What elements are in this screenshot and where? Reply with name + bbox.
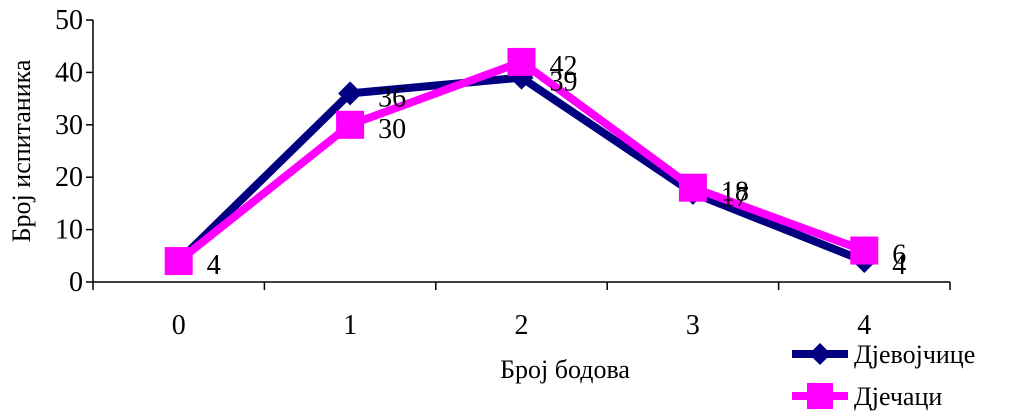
y-tick-label: 0	[69, 267, 83, 298]
y-tick-label: 50	[55, 5, 83, 36]
legend: Дјевојчице Дјечаци	[792, 340, 975, 411]
data-label: 42	[550, 51, 578, 82]
x-axis: 0 1 2 3 4	[92, 281, 951, 341]
data-point	[338, 81, 363, 106]
y-tick-label: 10	[55, 215, 83, 246]
y-axis-title: Број испитаника	[7, 59, 36, 242]
legend-label: Дјевојчице	[854, 340, 975, 369]
legend-label: Дјечаци	[854, 382, 942, 411]
data-label: 6	[892, 240, 906, 271]
data-label: 39	[550, 67, 578, 98]
data-point	[507, 47, 536, 76]
data-point	[850, 236, 879, 265]
x-tick-label: 0	[172, 310, 186, 341]
series-lines	[164, 47, 879, 276]
data-point	[678, 173, 707, 202]
data-point	[336, 110, 365, 139]
data-label: 36	[378, 82, 406, 113]
series-line	[175, 73, 866, 265]
legend-marker	[809, 343, 831, 365]
data-label: 4	[207, 250, 221, 281]
x-tick-label: 3	[686, 310, 700, 341]
x-axis-title: Број бодова	[500, 355, 630, 384]
data-label: 30	[378, 114, 406, 145]
legend-item: Дјевојчице	[792, 340, 975, 369]
x-tick-label: 2	[515, 310, 529, 341]
data-label: 4	[207, 250, 221, 281]
data-point	[164, 247, 193, 276]
y-tick-label: 40	[55, 57, 83, 88]
data-label: 18	[721, 177, 749, 208]
series-1	[166, 65, 877, 274]
x-tick-label: 1	[343, 310, 357, 341]
data-label: 17	[721, 182, 749, 213]
y-axis: 0 10 20 30 40 50	[55, 5, 94, 298]
series-2	[164, 47, 879, 276]
y-tick-label: 20	[55, 162, 83, 193]
x-tick-label: 4	[857, 310, 871, 341]
y-tick-label: 30	[55, 110, 83, 141]
legend-marker	[807, 383, 833, 409]
legend-item: Дјечаци	[792, 382, 942, 411]
data-label: 4	[892, 250, 906, 281]
